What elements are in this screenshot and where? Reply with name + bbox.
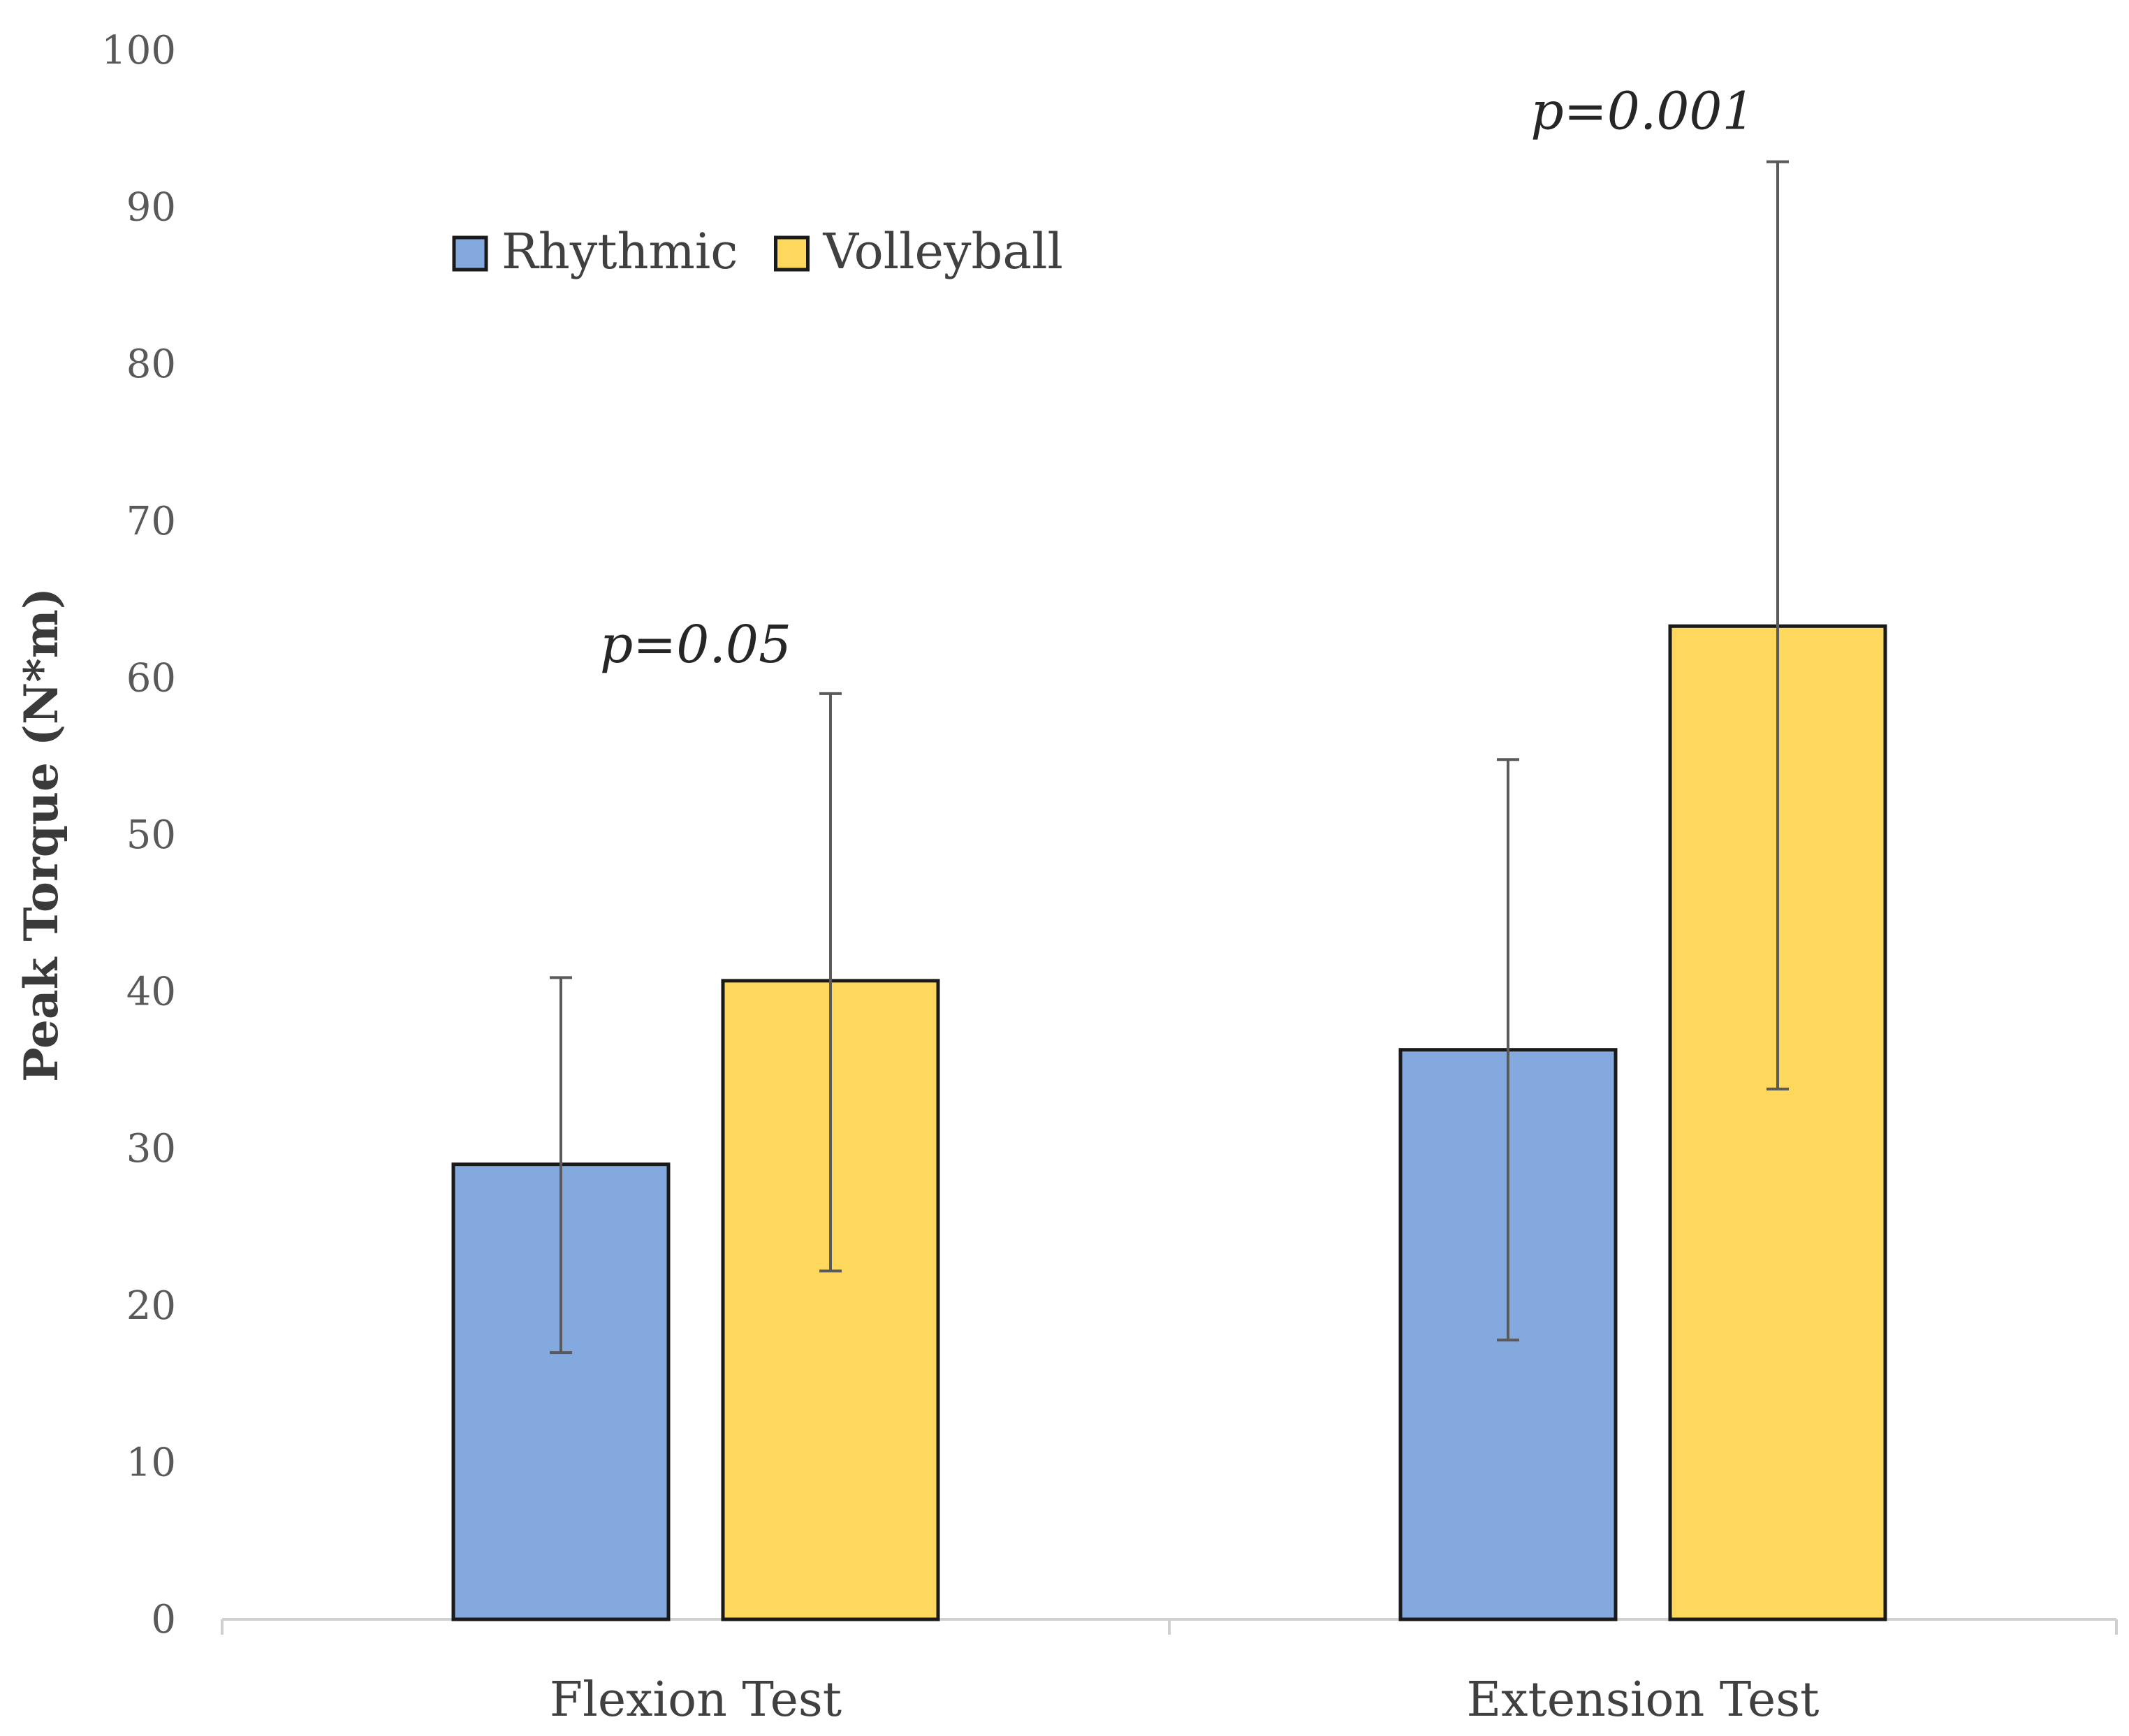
x-axis: Flexion Test Extension Test <box>221 1618 2118 1728</box>
p-value-annotation: p=0.001 <box>1530 81 1755 141</box>
legend-swatch-rhythmic <box>452 235 488 272</box>
legend-swatch-volleyball <box>774 235 810 272</box>
y-tick-label: 40 <box>126 970 176 1015</box>
y-tick-label: 0 <box>151 1597 176 1642</box>
x-category-label: Extension Test <box>1467 1672 1820 1728</box>
y-axis-title: Peak Torque (N*m) <box>14 588 68 1082</box>
y-axis-ticks: 0 10 20 30 40 50 60 70 80 90 100 <box>101 28 176 1642</box>
legend-label-rhythmic: Rhythmic <box>502 223 738 280</box>
legend-label-volleyball: Volleyball <box>823 223 1063 280</box>
y-tick-label: 70 <box>126 499 176 544</box>
y-tick-label: 50 <box>126 812 176 858</box>
y-tick-label: 20 <box>126 1283 176 1329</box>
y-tick-label: 30 <box>126 1126 176 1172</box>
y-tick-label: 80 <box>126 342 176 387</box>
y-tick-label: 100 <box>101 28 176 73</box>
x-category-label: Flexion Test <box>550 1672 842 1728</box>
y-tick-label: 60 <box>126 655 176 701</box>
y-tick-label: 10 <box>126 1440 176 1485</box>
error-bars <box>550 160 1789 1355</box>
legend: Rhythmic Volleyball <box>452 223 1063 280</box>
annotations: p=0.05 p=0.001 <box>600 81 1755 675</box>
y-tick-label: 90 <box>126 185 176 231</box>
p-value-annotation: p=0.05 <box>600 615 791 675</box>
